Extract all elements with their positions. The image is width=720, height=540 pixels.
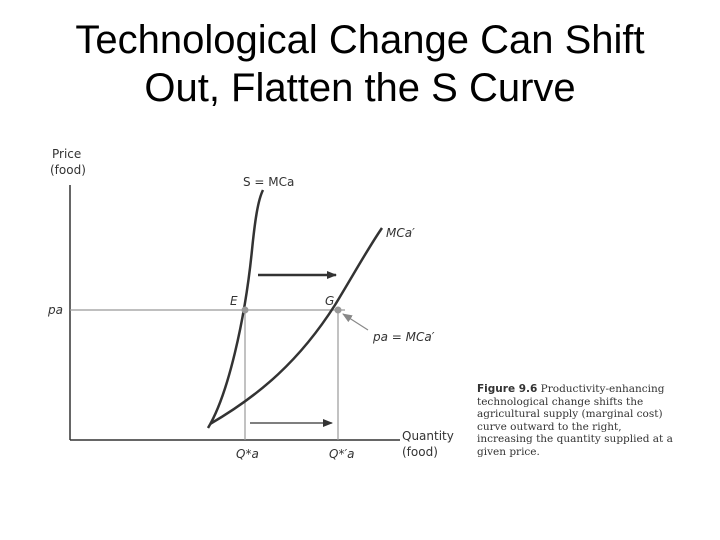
y-axis-label-line-1: Price xyxy=(52,147,81,161)
new-supply-curve-label: MCa′ xyxy=(386,226,415,240)
x-axis-label-line-2: (food) xyxy=(402,445,438,459)
point-e-label: E xyxy=(230,294,238,308)
supply-curve-label: S = MCa xyxy=(243,175,294,189)
q-star-label: Q*a xyxy=(236,447,259,461)
slide-title: Technological Change Can Shift Out, Flat… xyxy=(0,16,720,112)
slide-title-line-1: Technological Change Can Shift xyxy=(75,18,645,62)
x-axis-label-line-1: Quantity xyxy=(402,429,454,443)
callout-arrow xyxy=(342,313,369,331)
slide-title-line-2: Out, Flatten the S Curve xyxy=(144,66,576,110)
point-g xyxy=(334,306,342,314)
supply-curve-mca-prime xyxy=(209,227,384,426)
figure-caption-text: Productivity-enhancing technological cha… xyxy=(477,383,673,458)
supply-curve-s xyxy=(206,189,265,429)
point-e xyxy=(241,306,249,314)
figure-number: Figure 9.6 xyxy=(477,383,538,395)
callout-label: pa = MCa′ xyxy=(372,330,435,344)
price-line-label: pa xyxy=(47,303,63,317)
figure-caption: Figure 9.6 Productivity-enhancing techno… xyxy=(477,383,677,459)
y-axis-label-line-2: (food) xyxy=(50,163,86,177)
point-g-label: G xyxy=(325,294,334,308)
q-star-prime-label: Q*′a xyxy=(329,447,355,461)
